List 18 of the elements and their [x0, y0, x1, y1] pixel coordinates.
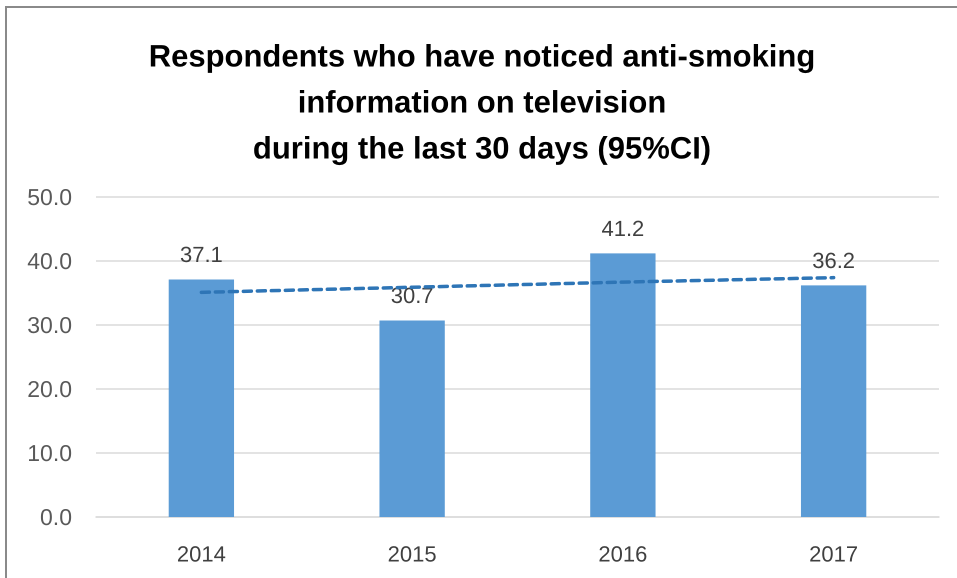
data-label: 36.2 — [812, 248, 856, 273]
bar — [590, 253, 656, 517]
bar — [379, 320, 445, 517]
bar — [800, 285, 866, 517]
x-tick-label: 2015 — [388, 542, 437, 566]
y-tick-label: 30.0 — [27, 312, 72, 338]
bar — [168, 280, 234, 517]
x-tick-label: 2014 — [176, 542, 226, 566]
x-tick-label: 2016 — [598, 542, 648, 566]
y-tick-label: 50.0 — [27, 184, 72, 210]
x-tick-label: 2017 — [809, 542, 858, 566]
data-label: 41.2 — [601, 216, 644, 241]
chart-title: Respondents who have noticed anti-smoking information on television during the last 30 days (95%CI) — [148, 38, 816, 166]
data-label: 37.1 — [180, 242, 223, 268]
y-tick-label: 0.0 — [40, 504, 72, 530]
y-tick-label: 10.0 — [27, 440, 72, 466]
y-tick-label: 20.0 — [27, 376, 72, 402]
y-tick-label: 40.0 — [27, 248, 72, 274]
